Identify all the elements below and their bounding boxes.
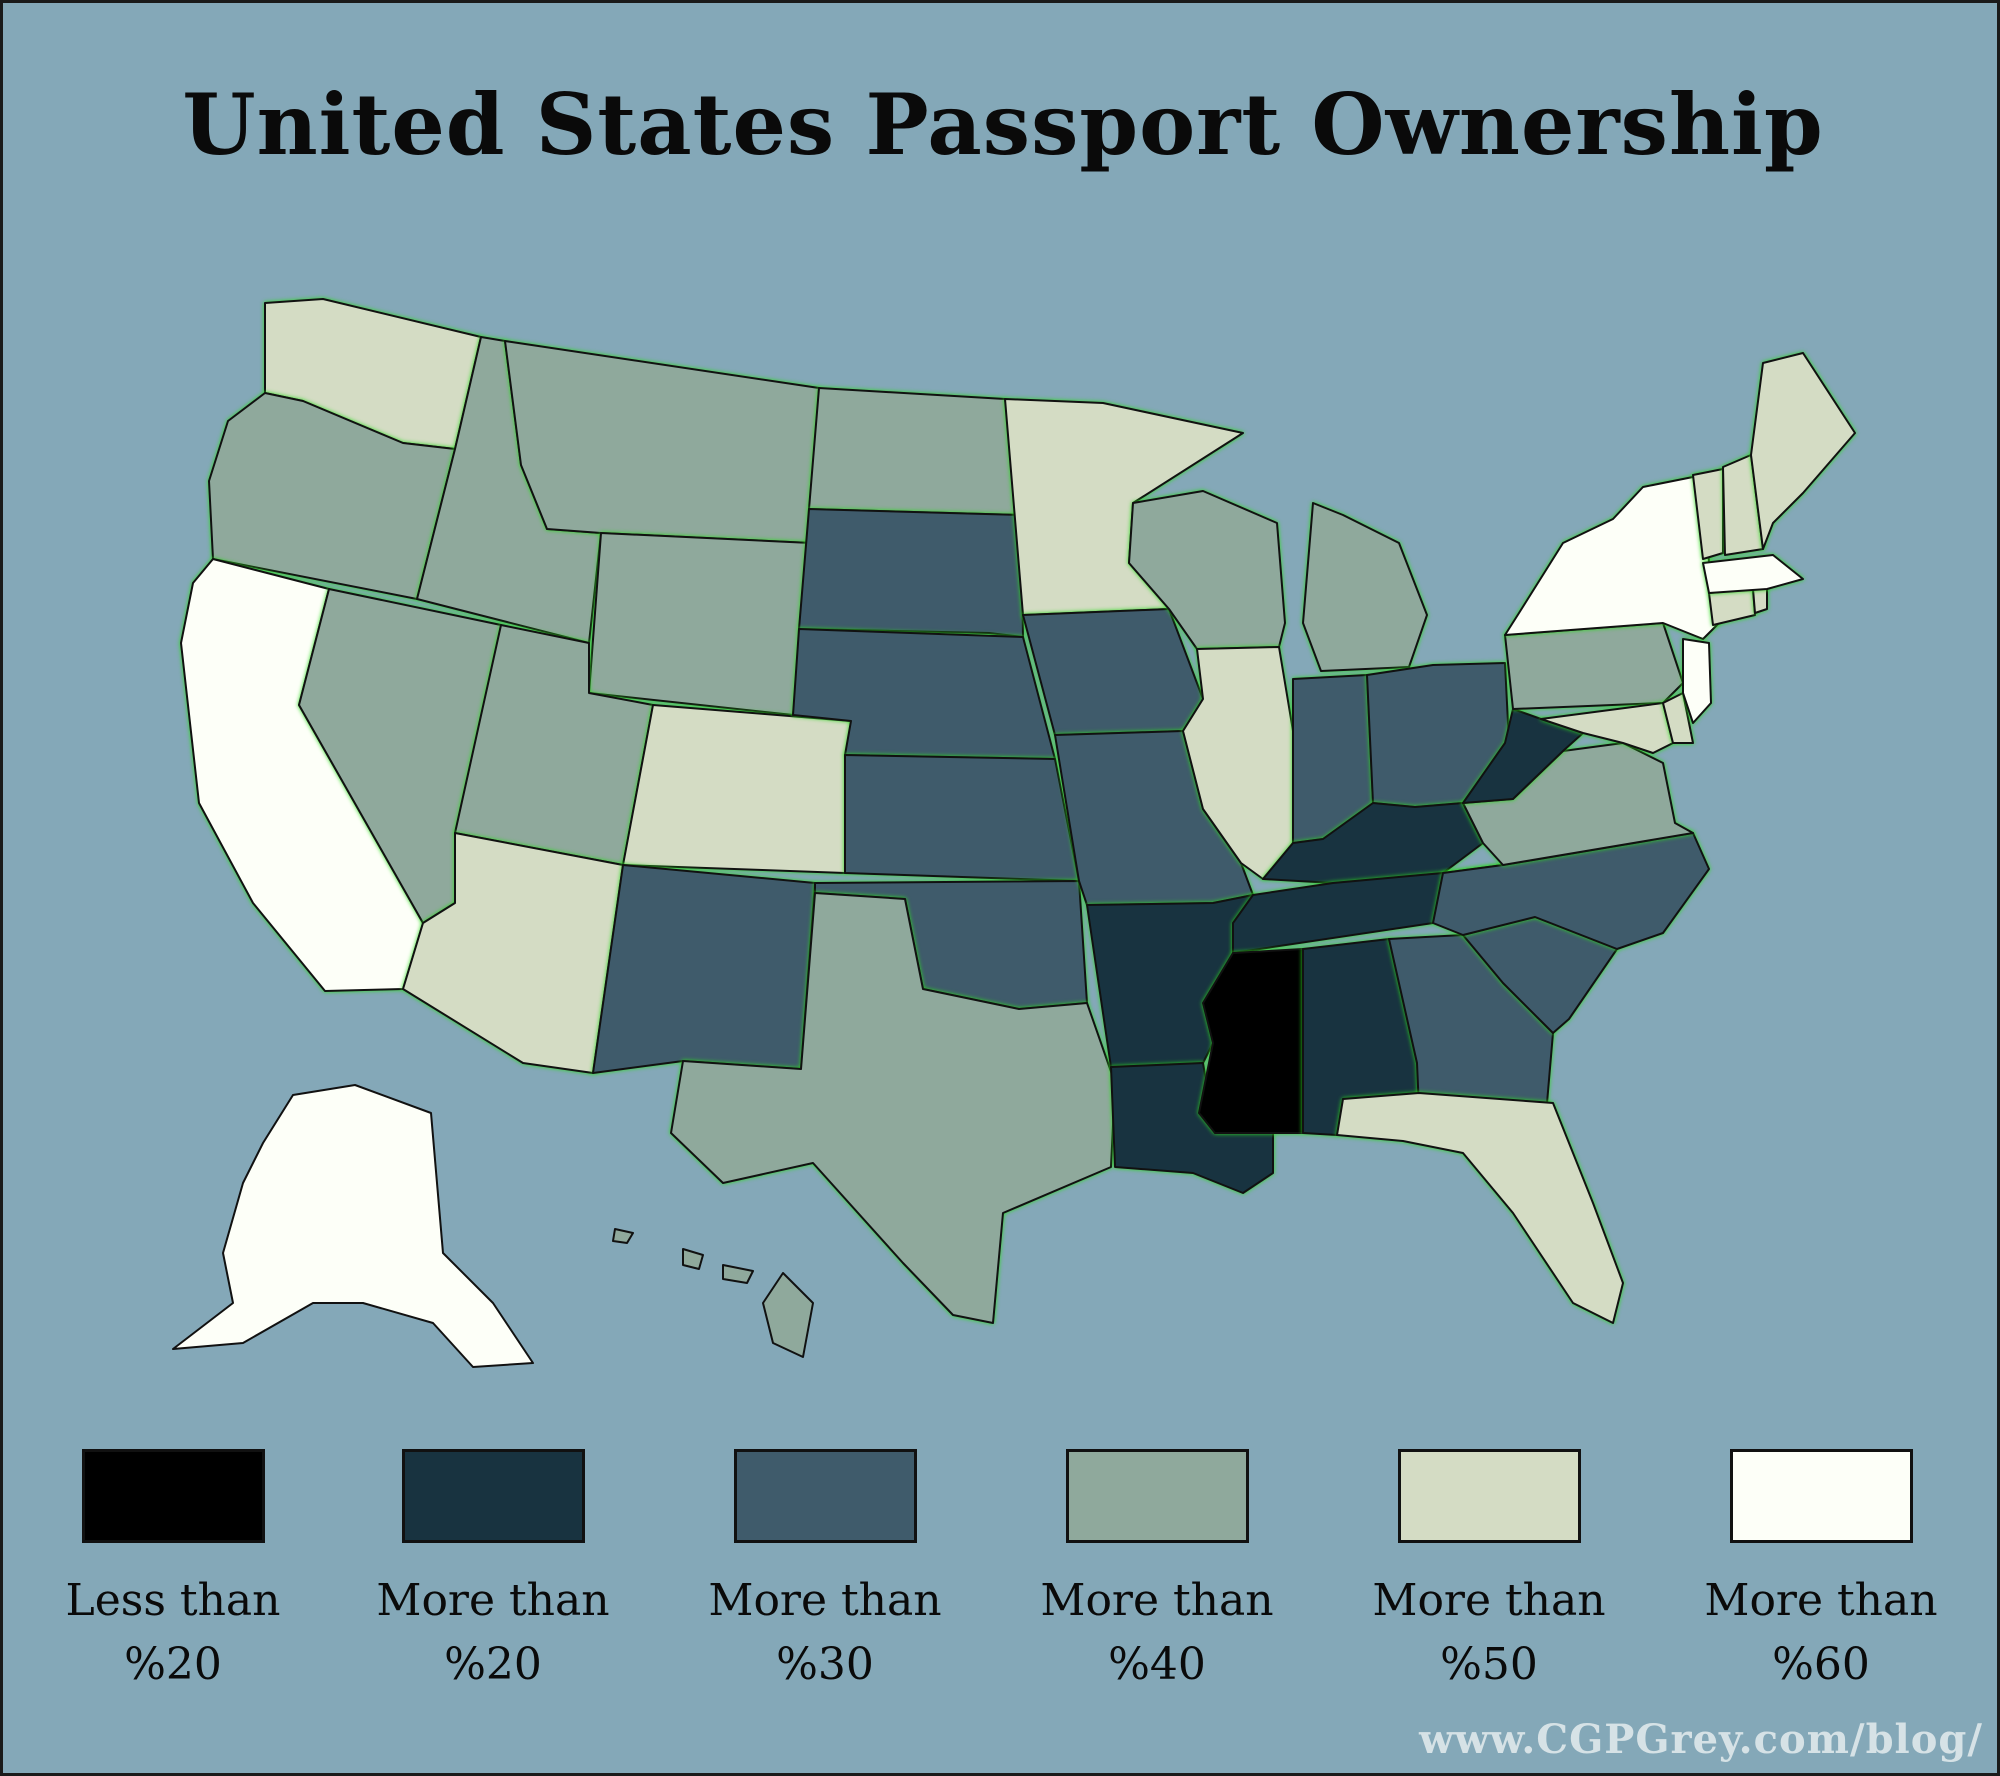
state-north-dakota — [808, 387, 1022, 516]
state-maine — [1750, 352, 1856, 550]
state-illinois — [1182, 646, 1294, 880]
legend-label: More than %20 — [368, 1569, 618, 1697]
state-hawaii — [612, 1228, 814, 1358]
legend-label-line1: More than — [1372, 1575, 1606, 1626]
state-rhode-island — [1752, 588, 1768, 614]
legend-label-line2: %20 — [124, 1639, 222, 1690]
legend-item-gt50: More than %50 — [1364, 1449, 1614, 1697]
legend-item-gt40: More than %40 — [1032, 1449, 1282, 1697]
legend-label-line2: %60 — [1772, 1639, 1870, 1690]
legend-item-lt20: Less than %20 — [48, 1449, 298, 1697]
legend-label-line1: More than — [1704, 1575, 1938, 1626]
state-connecticut — [1708, 588, 1756, 626]
state-michigan — [1302, 502, 1428, 672]
legend-label-line2: %30 — [776, 1639, 874, 1690]
page-title: United States Passport Ownership — [182, 75, 1824, 174]
state-new-jersey — [1682, 638, 1712, 724]
state-iowa — [1022, 608, 1204, 736]
state-colorado — [622, 704, 852, 874]
legend-swatch — [401, 1449, 585, 1543]
legend-label: More than %60 — [1696, 1569, 1946, 1697]
legend-label-line1: More than — [1040, 1575, 1274, 1626]
legend-label: More than %40 — [1032, 1569, 1282, 1697]
us-map — [172, 298, 1856, 1368]
state-massachusetts — [1702, 554, 1804, 594]
legend-item-gt60: More than %60 — [1696, 1449, 1946, 1697]
legend-swatch — [733, 1449, 917, 1543]
legend-swatch — [81, 1449, 265, 1543]
state-new-mexico — [592, 864, 816, 1074]
legend-item-gt20: More than %20 — [368, 1449, 618, 1697]
state-kansas — [844, 754, 1080, 882]
legend-label-line2: %50 — [1440, 1639, 1538, 1690]
legend-label-line2: %20 — [444, 1639, 542, 1690]
legend-label-line2: %40 — [1108, 1639, 1206, 1690]
legend-swatch — [1397, 1449, 1581, 1543]
legend-label: More than %30 — [700, 1569, 950, 1697]
state-montana — [504, 340, 820, 544]
states-layer — [172, 298, 1856, 1368]
legend-item-gt30: More than %30 — [700, 1449, 950, 1697]
state-south-dakota — [798, 508, 1024, 638]
legend-label-line1: More than — [376, 1575, 610, 1626]
state-alaska — [172, 1084, 534, 1368]
state-texas — [670, 892, 1116, 1324]
state-delaware — [1662, 692, 1694, 744]
state-wyoming — [588, 532, 812, 716]
state-new-york — [1504, 474, 1720, 640]
legend-swatch — [1065, 1449, 1249, 1543]
state-pennsylvania — [1504, 622, 1684, 710]
legend-label: More than %50 — [1364, 1569, 1614, 1697]
legend-label: Less than %20 — [48, 1569, 298, 1697]
state-florida — [1336, 1092, 1624, 1324]
legend-swatch — [1729, 1449, 1913, 1543]
legend-label-line1: More than — [708, 1575, 942, 1626]
legend-label-line1: Less than — [65, 1575, 281, 1626]
state-vermont — [1692, 468, 1724, 560]
credit-text: www.CGPGrey.com/blog/ — [1419, 1716, 1983, 1763]
legend: Less than %20 More than %20 More than %30 More… — [3, 1449, 1997, 1709]
